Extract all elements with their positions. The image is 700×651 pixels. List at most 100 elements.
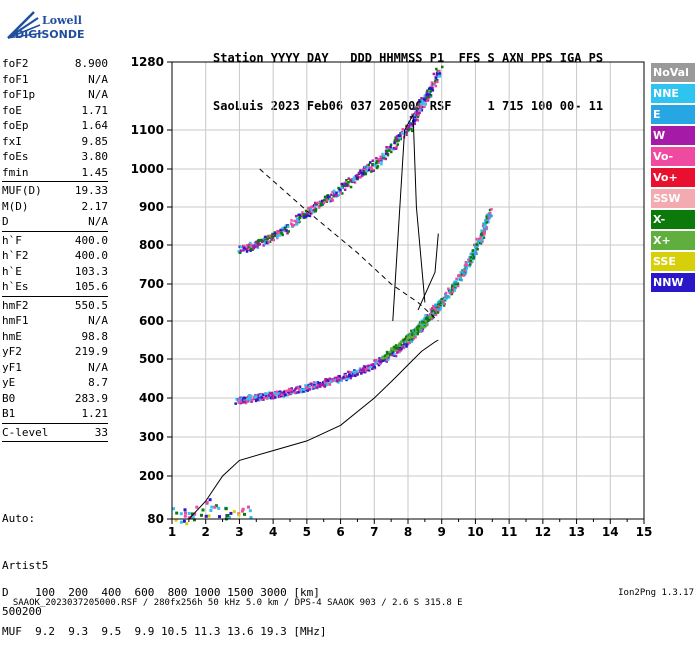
x-tick-label: 10	[467, 525, 484, 539]
x-trace-point	[449, 289, 452, 292]
x-trace-point	[459, 270, 462, 274]
param-value: 400.0	[74, 233, 108, 247]
o-trace-point	[286, 394, 289, 397]
legend-item: Vo-	[651, 147, 695, 166]
upper-trace-point	[364, 168, 368, 171]
upper-trace-point	[289, 222, 293, 225]
param-value: 1.71	[81, 103, 109, 117]
y-tick-label: 1280	[131, 55, 164, 69]
x-trace-point	[460, 273, 464, 276]
upper-trace-point	[337, 186, 340, 190]
upper-trace-point	[410, 122, 413, 125]
upper-trace-point	[403, 133, 407, 136]
upper-trace-point	[355, 174, 359, 177]
upper-trace-point	[416, 119, 419, 122]
upper-trace-point	[352, 179, 355, 182]
o-trace-point	[346, 375, 349, 378]
o-trace-point	[273, 393, 276, 396]
param-row: hmF2 550.5	[2, 298, 108, 314]
x-trace-point	[455, 280, 458, 284]
o-trace-point	[260, 397, 264, 401]
o-trace-point	[300, 388, 303, 391]
upper-trace-point	[390, 150, 393, 154]
x-minus-point	[413, 328, 416, 332]
o-trace-point	[328, 377, 332, 380]
x-trace-point	[484, 219, 487, 222]
x-trace-point	[471, 249, 475, 252]
upper-trace-point	[413, 116, 417, 119]
upper-trace-point	[431, 89, 435, 92]
o-trace-point	[375, 362, 379, 365]
upper-trace-point	[266, 237, 269, 241]
x-trace-point	[431, 310, 434, 313]
upper-trace-point	[398, 137, 401, 140]
o-trace-point	[298, 385, 302, 388]
o-trace-point	[323, 380, 326, 383]
upper-trace-point	[257, 243, 260, 247]
x-trace-point	[452, 282, 456, 285]
upper-trace-point	[268, 234, 272, 238]
param-row: M(D) 2.17	[2, 199, 108, 215]
param-row: h`F 400.0	[2, 233, 108, 249]
upper-trace-point	[386, 153, 390, 156]
x-trace-point	[434, 311, 437, 315]
upper-trace-point	[401, 128, 404, 131]
upper-trace-point	[430, 81, 434, 84]
o-trace-point	[424, 314, 427, 317]
upper-trace-point	[350, 179, 353, 182]
y-tick-label: 700	[139, 277, 164, 291]
logo-text-digisonde: DIGISONDE	[15, 28, 85, 41]
upper-trace-point	[308, 214, 312, 218]
upper-trace-point	[377, 161, 380, 164]
o-trace-point	[286, 389, 289, 393]
upper-trace-point	[396, 140, 399, 143]
o-trace-point	[373, 365, 376, 368]
o-trace-point	[277, 395, 281, 398]
low-echo-point	[241, 507, 245, 511]
o-trace-point	[267, 394, 271, 397]
y-tick-label: 200	[139, 469, 164, 483]
x-trace-point	[456, 282, 460, 286]
logo-text-lowell: Lowell	[42, 14, 82, 27]
o-trace-point	[432, 304, 435, 308]
upper-trace-point	[307, 214, 310, 217]
upper-trace-point	[375, 166, 379, 170]
legend-item: X-	[651, 210, 695, 229]
upper-trace-point	[394, 136, 397, 139]
upper-trace-point	[345, 184, 348, 188]
o-trace-point	[391, 353, 394, 357]
x-trace-point	[432, 309, 435, 312]
x-trace-point	[489, 212, 492, 215]
upper-trace-point	[257, 238, 260, 242]
x-trace-point	[434, 303, 437, 306]
o-trace-point	[267, 396, 271, 399]
x-minus-point	[425, 318, 428, 322]
upper-trace-point	[277, 231, 281, 234]
upper-trace-point	[294, 214, 298, 218]
upper-trace-point	[421, 99, 424, 102]
o-trace-point	[361, 370, 365, 374]
param-name: foEs	[2, 150, 29, 163]
param-separator	[2, 422, 108, 424]
o-trace-point	[315, 381, 318, 384]
upper-trace-point	[276, 230, 279, 233]
o-trace-point	[374, 362, 377, 365]
x-minus-point	[417, 324, 421, 328]
x-trace-point	[451, 285, 454, 288]
upper-trace-point	[323, 195, 327, 199]
upper-trace-point	[242, 249, 245, 252]
param-value: 103.3	[74, 264, 108, 278]
upper-trace-point	[367, 168, 371, 172]
o-trace-point	[312, 381, 316, 384]
upper-trace-point	[419, 105, 423, 108]
o-trace-point	[405, 342, 409, 346]
x-trace-point	[440, 298, 443, 301]
upper-trace-point	[417, 109, 421, 112]
param-row: B0 283.9	[2, 391, 108, 407]
upper-trace-point	[246, 244, 249, 247]
upper-trace-point	[347, 181, 350, 184]
x-trace-point	[449, 291, 452, 295]
o-trace-point	[403, 344, 407, 348]
x-trace-point	[469, 263, 472, 266]
upper-trace-point	[315, 203, 319, 206]
